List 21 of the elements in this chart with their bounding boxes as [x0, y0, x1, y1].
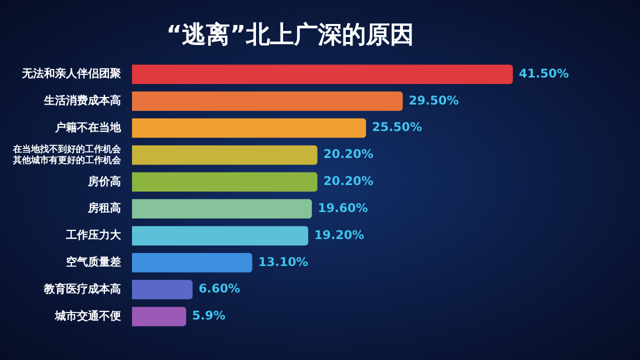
- data-label: 25.50%: [372, 120, 422, 134]
- data-label: 20.20%: [323, 147, 374, 162]
- data-label: 19.20%: [314, 228, 364, 242]
- y-tick-label: 无法和亲人伴侣团聚: [21, 67, 121, 80]
- data-label: 19.60%: [318, 200, 368, 215]
- y-tick-label: 工作压力大: [65, 228, 122, 242]
- data-label: 41.50%: [518, 66, 569, 80]
- data-label: 6.60%: [198, 282, 240, 296]
- y-tick-label: 在当地找不到好的工作机会其他城市有更好的工作机会: [12, 144, 122, 166]
- data-label: 5.9%: [192, 308, 226, 323]
- y-tick-label: 房价高: [87, 174, 121, 188]
- data-label: 20.20%: [323, 174, 374, 188]
- y-tick-label: 教育医疗成本高: [43, 282, 121, 296]
- data-label: 29.50%: [408, 93, 459, 108]
- y-tick-label: 生活消费成本高: [43, 94, 121, 108]
- chart-title: “逃离”北上广深的原因: [166, 20, 414, 49]
- y-tick-label: 户籍不在当地: [54, 120, 122, 134]
- y-tick-label: 房租高: [87, 202, 121, 215]
- data-label: 13.10%: [258, 254, 308, 269]
- y-tick-label: 空气质量差: [66, 256, 121, 269]
- y-tick-label: 城市交通不便: [54, 309, 121, 322]
